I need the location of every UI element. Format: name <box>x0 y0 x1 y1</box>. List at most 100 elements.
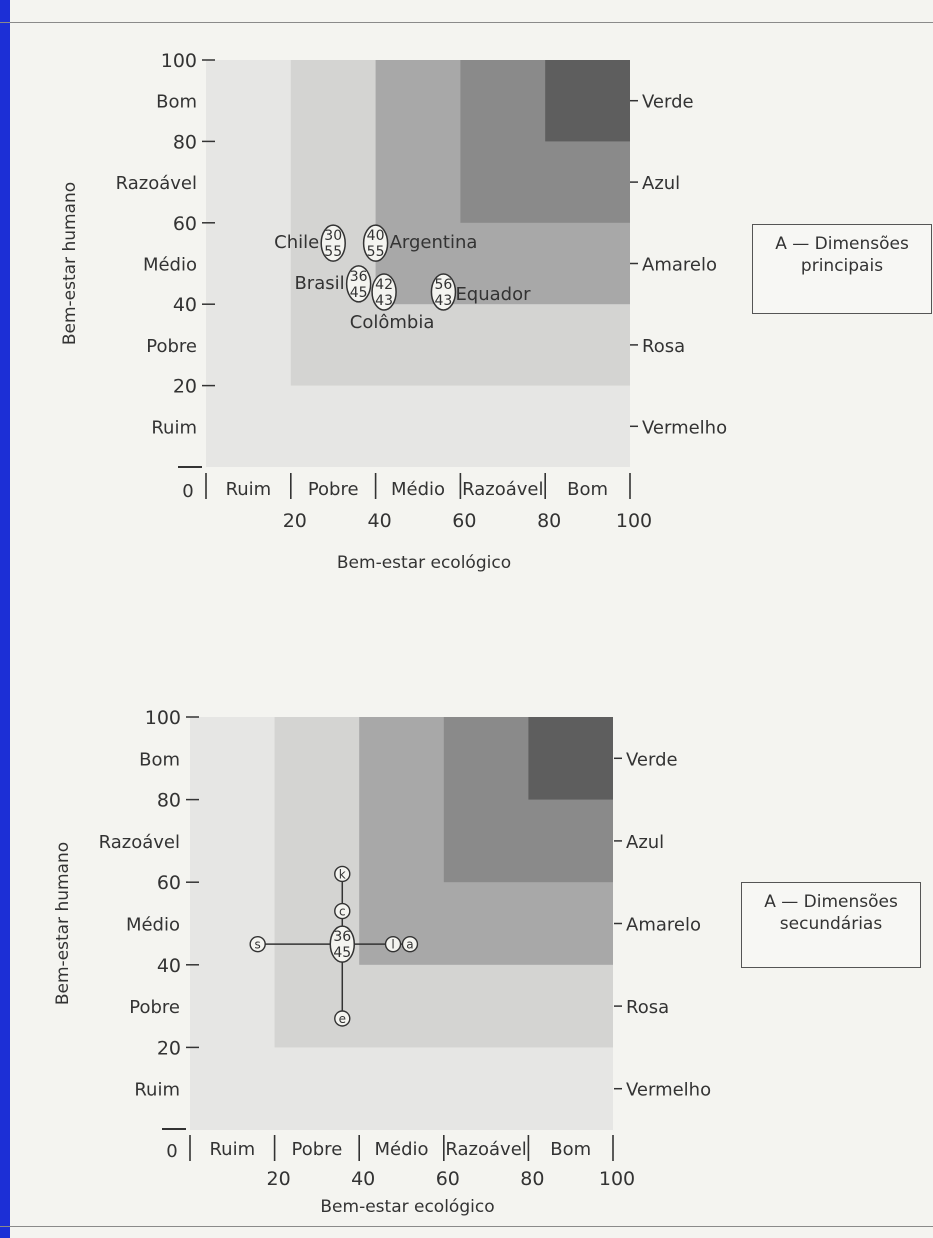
point-colombia-ellipse <box>371 273 397 311</box>
point-brasil-value-bottom: 45 <box>350 285 368 301</box>
x-band-label: Bom <box>550 1139 591 1160</box>
legend-box-line-2: principais <box>800 256 884 276</box>
point-chile-value-top: 30 <box>324 228 342 244</box>
y-band-label: Razoável <box>116 173 197 194</box>
x-band-label: Razoável <box>445 1139 526 1160</box>
zone-label-vermelho: Vermelho <box>642 417 727 438</box>
y-band-label: Razoável <box>99 832 180 853</box>
x-tick-label: 20 <box>267 1168 291 1190</box>
x-band-label: Bom <box>567 479 608 500</box>
point-argentina-value-top: 40 <box>367 228 385 244</box>
x-axis-title: Bem-estar ecológico <box>337 553 511 573</box>
x-band-label: Ruim <box>209 1139 255 1160</box>
point-argentina-ellipse <box>362 224 389 262</box>
point-equador-value-top: 56 <box>435 277 453 293</box>
legend-box-line-1: A — Dimensões <box>764 892 898 912</box>
dimension-label-s: s <box>255 938 261 952</box>
x-tick-label: 80 <box>520 1168 544 1190</box>
y-tick-label: 20 <box>173 376 197 398</box>
dimension-marker-l <box>384 935 402 953</box>
zone-label-vermelho: Vermelho <box>626 1080 711 1101</box>
y-tick-label: 40 <box>157 955 181 977</box>
x-band-label: Médio <box>374 1139 428 1160</box>
y-tick-label: 100 <box>145 707 181 729</box>
y-tick-label: 20 <box>157 1037 181 1059</box>
point-chile-ellipse <box>320 224 346 262</box>
x-tick-label: 80 <box>537 510 561 532</box>
point-equador-ellipse <box>430 273 457 311</box>
zone-label-verde: Verde <box>626 749 678 770</box>
x-band-label: Médio <box>391 479 445 500</box>
y-tick-label: 60 <box>173 213 197 235</box>
y-band-label: Médio <box>143 255 197 276</box>
x-tick-label: 40 <box>368 510 392 532</box>
point-center-ellipse <box>329 925 356 963</box>
legend-box-secundarias: A — Dimensões secundárias <box>741 882 921 968</box>
y-band-label: Ruim <box>151 417 197 438</box>
y-axis-title: Bem-estar humano <box>60 182 80 345</box>
x-tick-label: 20 <box>283 510 307 532</box>
point-equador-label: Equador <box>455 284 531 305</box>
legend-box-principais: A — Dimensões principais <box>752 224 932 314</box>
y-tick-label: 40 <box>173 294 197 316</box>
y-band-label: Pobre <box>146 336 197 357</box>
zone-label-rosa: Rosa <box>642 336 685 357</box>
y-band-label: Médio <box>126 915 180 936</box>
y-tick-label: 60 <box>157 872 181 894</box>
point-center-value-top: 36 <box>333 929 351 945</box>
y-tick-label: 80 <box>173 131 197 153</box>
zone-label-verde: Verde <box>642 92 694 113</box>
x-tick-label: 100 <box>616 510 652 532</box>
x-tick-label: 100 <box>599 1168 635 1190</box>
legend-box-line-1: A — Dimensões <box>775 234 909 254</box>
point-colombia-label: Colômbia <box>350 312 435 333</box>
dimension-label-c: c <box>339 905 346 919</box>
dimension-marker-e <box>334 1010 351 1027</box>
x-tick-label: 60 <box>436 1168 460 1190</box>
x-band-label: Pobre <box>292 1139 343 1160</box>
dimension-marker-a <box>401 935 419 953</box>
x-axis-title: Bem-estar ecológico <box>320 1197 494 1217</box>
dimension-marker-s <box>249 935 266 953</box>
point-colombia-value-top: 42 <box>375 277 393 293</box>
x-tick-label: 60 <box>452 510 476 532</box>
legend-box-line-2: secundárias <box>779 914 883 934</box>
y-band-label: Ruim <box>134 1080 180 1101</box>
dimension-marker-c <box>334 902 351 920</box>
scan-line-top <box>0 22 933 23</box>
zone-verde <box>528 717 613 800</box>
dimension-label-e: e <box>339 1012 346 1026</box>
y-tick-label: 80 <box>157 790 181 812</box>
point-brasil-value-top: 36 <box>350 269 368 285</box>
x-tick-label-0: 0 <box>182 481 193 502</box>
x-band-label: Razoável <box>462 479 543 500</box>
scan-edge <box>0 0 10 1238</box>
point-center-value-bottom: 45 <box>333 945 351 961</box>
x-tick-label-0: 0 <box>166 1141 177 1162</box>
y-band-label: Bom <box>139 749 180 770</box>
point-chile-label: Chile <box>274 232 319 253</box>
y-band-label: Pobre <box>129 997 180 1018</box>
dimension-marker-k <box>334 865 351 883</box>
zone-label-rosa: Rosa <box>626 997 669 1018</box>
zone-label-azul: Azul <box>642 173 680 194</box>
point-equador-value-bottom: 43 <box>435 293 453 309</box>
dimension-label-a: a <box>406 938 413 952</box>
dimension-label-l: l <box>391 938 394 952</box>
zone-label-amarelo: Amarelo <box>626 915 701 936</box>
point-argentina-label: Argentina <box>390 232 478 253</box>
point-brasil-label: Brasil <box>294 273 344 294</box>
point-argentina-value-bottom: 55 <box>367 244 385 260</box>
chart-dimensoes-principais: 100 80 60 40 20 Bom Razoável Médio Pobre Ruim Bem-… <box>60 50 727 573</box>
dimension-label-k: k <box>339 867 346 881</box>
scan-line-bottom <box>0 1226 933 1227</box>
point-colombia-value-bottom: 43 <box>375 293 393 309</box>
point-brasil-ellipse <box>345 265 372 303</box>
x-tick-label: 40 <box>351 1168 375 1190</box>
y-axis-title: Bem-estar humano <box>53 842 73 1005</box>
zone-label-azul: Azul <box>626 832 664 853</box>
y-tick-label: 100 <box>161 50 197 72</box>
x-band-label: Ruim <box>226 479 272 500</box>
